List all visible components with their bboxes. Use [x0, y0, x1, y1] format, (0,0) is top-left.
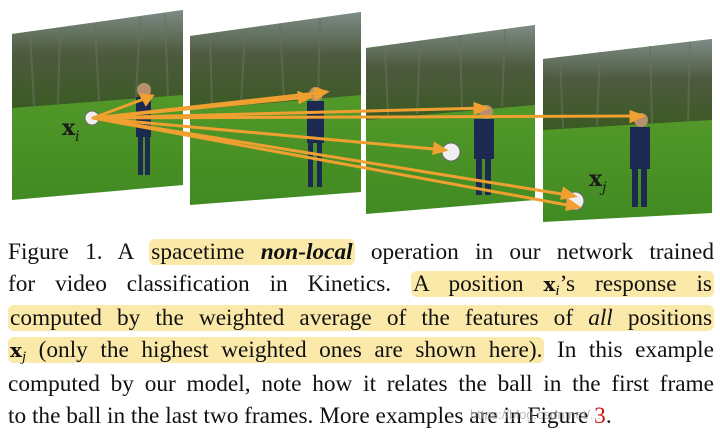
caption-line-3: computed by the weighted average of the …: [8, 303, 715, 335]
math-x-j: x: [10, 337, 22, 362]
video-frame-1: [12, 10, 183, 200]
caption-line-4: xj (only the highest weighted ones are s…: [8, 336, 715, 365]
ball-frame-3: [441, 142, 461, 162]
arrow-f4-head: [91, 114, 644, 120]
arrowhead-6: [432, 141, 449, 156]
highlight-weighted-average: computed by the weighted average of the …: [8, 305, 715, 332]
highlight-spacetime: spacetime non-local: [149, 239, 355, 265]
video-frame-2: [190, 12, 361, 205]
caption-line-6: to the ball in the last two frames. More…: [8, 402, 612, 429]
highlight-shown-here: xj (only the highest weighted ones are s…: [8, 336, 545, 365]
arrowhead-3: [313, 86, 330, 101]
math-x-i: x: [543, 271, 556, 296]
caption-line-1: Figure 1. A spacetime non-local operatio…: [8, 239, 714, 265]
label-xj: xj: [589, 166, 607, 196]
arrow-f4-ball-b: [91, 116, 580, 209]
arrowhead-4: [473, 101, 490, 116]
video-frame-3: [366, 25, 535, 214]
figure-caption: Figure 1. A spacetime non-local operatio…: [8, 237, 715, 433]
arrowhead-5: [629, 109, 646, 124]
arrow-f2-head-b: [91, 90, 328, 120]
arrow-f3-ball: [91, 116, 447, 152]
highlight-response: A position xi’s response is: [411, 270, 714, 299]
arrowhead-8: [565, 197, 582, 211]
watermark: https://blog.csdn.net/...: [470, 407, 601, 422]
video-frames-figure: xi xj: [12, 10, 712, 222]
caption-line-2: for video classification in Kinetics. A …: [8, 270, 714, 299]
label-xi: xi: [62, 115, 80, 145]
arrow-f4-ball-a: [91, 116, 576, 198]
non-local-term: non-local: [260, 239, 353, 265]
figure-3-link[interactable]: 3: [594, 402, 606, 429]
attention-arrows: [91, 86, 646, 211]
arrowhead-2: [297, 90, 314, 105]
caption-line-5: computed by our model, note how it relat…: [8, 371, 714, 398]
video-frame-4: [543, 39, 712, 222]
arrowhead-1: [138, 93, 155, 107]
arrowhead-7: [560, 186, 578, 200]
